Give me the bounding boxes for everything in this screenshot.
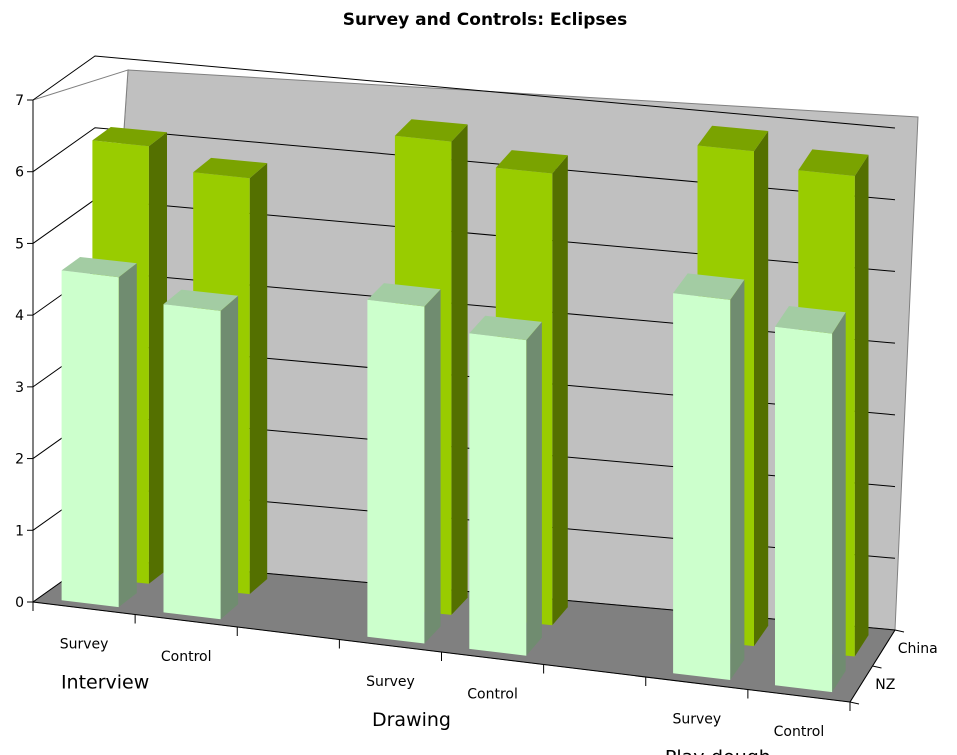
bar-side (220, 295, 239, 620)
bar-front (469, 333, 527, 656)
y-tick-label: 2 (15, 452, 24, 468)
bar-front (775, 326, 833, 693)
bar-nz-3 (367, 283, 441, 644)
y-tick-label: 3 (15, 380, 24, 396)
bar-nz-4 (469, 315, 542, 656)
category-label: Survey (366, 674, 415, 690)
chart-title: Survey and Controls: Eclipses (343, 10, 627, 30)
gridline (32, 55, 896, 129)
category-label: Control (161, 649, 212, 665)
bar-side (148, 132, 167, 584)
y-tick-label: 0 (15, 595, 24, 611)
group-label: Drawing (372, 709, 451, 731)
depth-tick-mark (849, 701, 860, 705)
y-tick-label: 1 (15, 523, 24, 539)
bar-top (495, 150, 568, 174)
y-tick-label: 7 (15, 93, 24, 109)
group-labels: Interview Drawing Play-dough (61, 672, 771, 755)
y-tick-label: 5 (15, 236, 24, 252)
depth-tick-mark (894, 629, 905, 633)
bar-top (193, 157, 268, 179)
series-label-china: China (898, 641, 938, 657)
category-label: Survey (672, 711, 721, 727)
bar-side (832, 312, 846, 693)
group-label: Interview (61, 672, 149, 694)
category-label: Survey (60, 636, 109, 652)
bar-top (469, 315, 542, 341)
bar-side (118, 263, 137, 608)
bar-nz-1 (61, 257, 137, 608)
bar-top (92, 127, 167, 147)
bar-front (163, 304, 221, 620)
bar-side (526, 321, 542, 656)
bar-top (61, 257, 137, 278)
gridline (32, 127, 896, 201)
bar-front (367, 299, 425, 644)
bar-side (730, 279, 745, 680)
series-label-nz: NZ (875, 677, 895, 693)
bar-top (163, 289, 239, 311)
depth-tick-mark (872, 665, 882, 669)
y-axis-ticks: 0 1 2 3 4 5 6 7 (15, 93, 33, 611)
bar-top (798, 149, 869, 176)
bar-top (367, 283, 441, 307)
bar-top (775, 306, 846, 334)
bar-side (552, 155, 568, 626)
bar-side (249, 163, 268, 595)
bar-top (697, 125, 769, 152)
bar-nz-2 (163, 289, 239, 620)
x-axis-ticks (32, 602, 851, 711)
bar-nz-6 (775, 306, 846, 693)
bars (61, 119, 869, 693)
category-labels: Survey Control Survey Control Survey Control (60, 636, 825, 740)
bar-top (394, 119, 468, 142)
category-label: Control (467, 686, 518, 702)
bar-nz-5 (673, 273, 745, 680)
category-label: Control (774, 724, 825, 740)
y-tick-label: 6 (15, 165, 24, 181)
bar-side (424, 289, 441, 644)
bar-front (673, 293, 731, 680)
bar-side (451, 124, 468, 615)
y-tick-label: 4 (15, 308, 24, 324)
bar-top (673, 273, 745, 300)
series-labels: NZ China (849, 629, 938, 705)
bar-front (61, 270, 119, 608)
bar-side (854, 154, 869, 657)
bar-side (754, 131, 769, 647)
group-label: Play-dough (665, 747, 771, 755)
